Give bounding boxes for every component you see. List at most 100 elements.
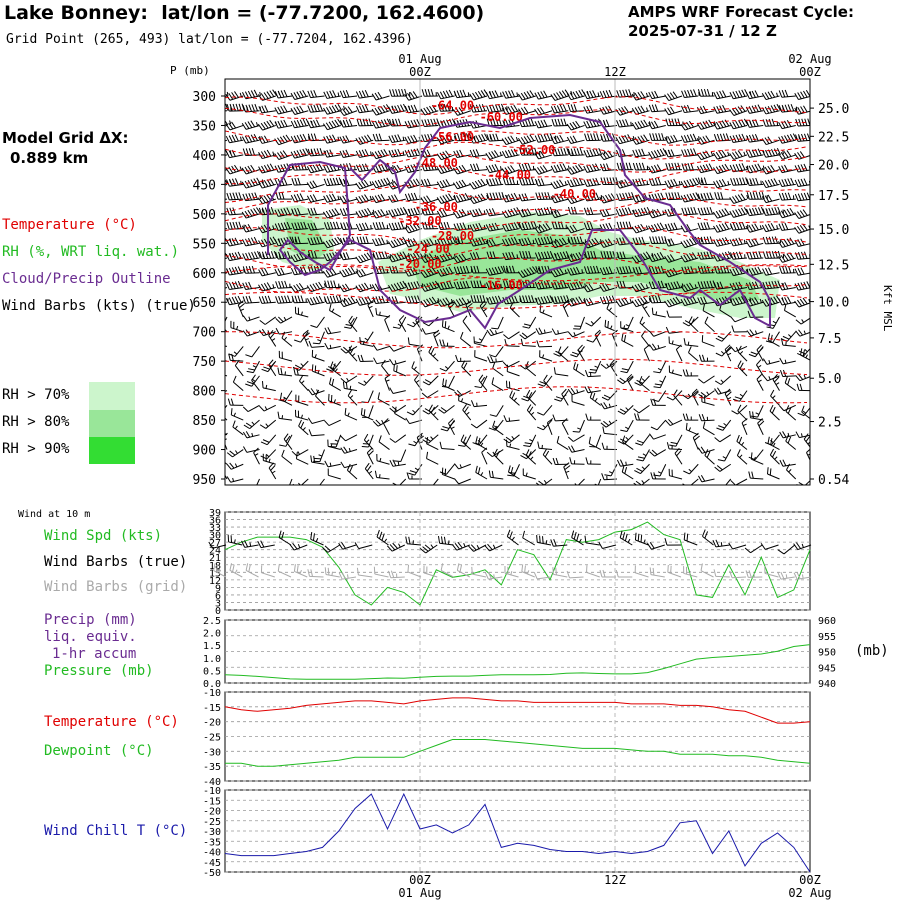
legend-rh70-swatch bbox=[89, 382, 135, 410]
barb bbox=[806, 448, 810, 462]
barb bbox=[422, 434, 439, 444]
barb bbox=[307, 148, 326, 157]
barb bbox=[617, 375, 634, 385]
barb bbox=[392, 316, 407, 329]
barb bbox=[358, 375, 374, 386]
barb bbox=[682, 369, 699, 377]
wind-tick-label: 27 bbox=[209, 538, 221, 549]
barb bbox=[251, 374, 260, 391]
precip-tick-label: 2.5 bbox=[203, 616, 221, 627]
barb bbox=[225, 91, 244, 101]
barb bbox=[502, 89, 520, 99]
barb bbox=[698, 354, 715, 362]
barb bbox=[414, 374, 423, 391]
barb bbox=[501, 148, 520, 159]
barb bbox=[795, 118, 810, 127]
barb bbox=[261, 381, 276, 392]
barb bbox=[258, 282, 276, 292]
surface-barb-grid bbox=[599, 569, 617, 578]
barb bbox=[372, 295, 390, 304]
barb bbox=[778, 282, 796, 291]
barb bbox=[556, 436, 569, 450]
pressure-tick-label: 450 bbox=[193, 178, 216, 193]
barb bbox=[408, 463, 423, 476]
cross-section-frame bbox=[224, 78, 811, 486]
barb bbox=[486, 281, 504, 290]
barb bbox=[279, 434, 293, 447]
barb bbox=[665, 118, 684, 127]
barb bbox=[517, 134, 536, 145]
barb bbox=[584, 133, 603, 142]
barb bbox=[420, 195, 439, 205]
isotherm-line-low bbox=[225, 291, 808, 309]
barb bbox=[746, 191, 768, 200]
barb bbox=[604, 464, 618, 477]
barb bbox=[306, 163, 325, 174]
legend-wind-speed: Wind Spd (kts) bbox=[44, 528, 163, 544]
barb bbox=[649, 236, 671, 245]
barb bbox=[534, 90, 553, 100]
barb bbox=[650, 419, 667, 431]
windchill-tick-label: -50 bbox=[203, 868, 221, 879]
barb bbox=[697, 251, 715, 260]
forecast-cycle-label: AMPS WRF Forecast Cycle: bbox=[628, 3, 854, 21]
barb bbox=[571, 394, 585, 406]
barb bbox=[470, 295, 489, 303]
pressure-axis-title: P (mb) bbox=[170, 64, 210, 77]
barb bbox=[367, 300, 374, 318]
barb bbox=[519, 147, 541, 156]
barb bbox=[762, 147, 784, 158]
surface-barb-true bbox=[208, 541, 227, 549]
barb bbox=[554, 390, 569, 402]
barb bbox=[259, 419, 277, 429]
surface-barb-grid bbox=[586, 565, 600, 578]
barb bbox=[569, 457, 585, 465]
barb bbox=[729, 105, 748, 116]
barb bbox=[241, 223, 260, 233]
barb bbox=[339, 149, 358, 159]
barb bbox=[762, 250, 784, 259]
barb bbox=[307, 133, 325, 142]
barb bbox=[747, 310, 764, 318]
barb bbox=[682, 478, 699, 485]
windchill-tick-label: -10 bbox=[203, 786, 221, 797]
surface-barb-grid bbox=[229, 563, 243, 578]
barb bbox=[258, 105, 276, 114]
barb bbox=[550, 163, 570, 173]
barb bbox=[291, 207, 309, 216]
surface-barb-grid bbox=[324, 567, 340, 578]
barb bbox=[688, 316, 699, 333]
barb bbox=[290, 89, 309, 100]
height-tick-label: 12.5 bbox=[818, 258, 849, 273]
barb bbox=[389, 88, 411, 97]
barb bbox=[550, 251, 573, 261]
barb bbox=[778, 192, 796, 201]
barb bbox=[537, 375, 553, 387]
wind-tick-label: 33 bbox=[209, 523, 221, 534]
top-hour-label: 00Z bbox=[409, 65, 431, 79]
barb bbox=[583, 147, 606, 158]
surface-barb-true bbox=[522, 530, 536, 546]
barb bbox=[539, 350, 553, 362]
barb bbox=[298, 419, 309, 436]
barb bbox=[519, 331, 537, 340]
barb bbox=[486, 103, 508, 113]
barb bbox=[766, 316, 780, 329]
pressure-tick-label: 960 bbox=[818, 616, 836, 627]
legend-rh90-swatch bbox=[89, 437, 135, 464]
height-tick-label: 17.5 bbox=[818, 189, 849, 204]
windchill-tick-label: -25 bbox=[203, 817, 221, 828]
barb bbox=[737, 360, 748, 377]
barb bbox=[339, 266, 359, 278]
barb bbox=[388, 134, 406, 143]
barb bbox=[225, 324, 228, 333]
barb bbox=[469, 193, 489, 205]
barb bbox=[469, 237, 489, 247]
barb bbox=[488, 419, 504, 431]
barb bbox=[312, 331, 325, 345]
barb bbox=[634, 463, 650, 475]
barb bbox=[615, 149, 634, 158]
barb bbox=[501, 104, 520, 115]
barb bbox=[729, 133, 749, 143]
barb bbox=[330, 361, 342, 377]
